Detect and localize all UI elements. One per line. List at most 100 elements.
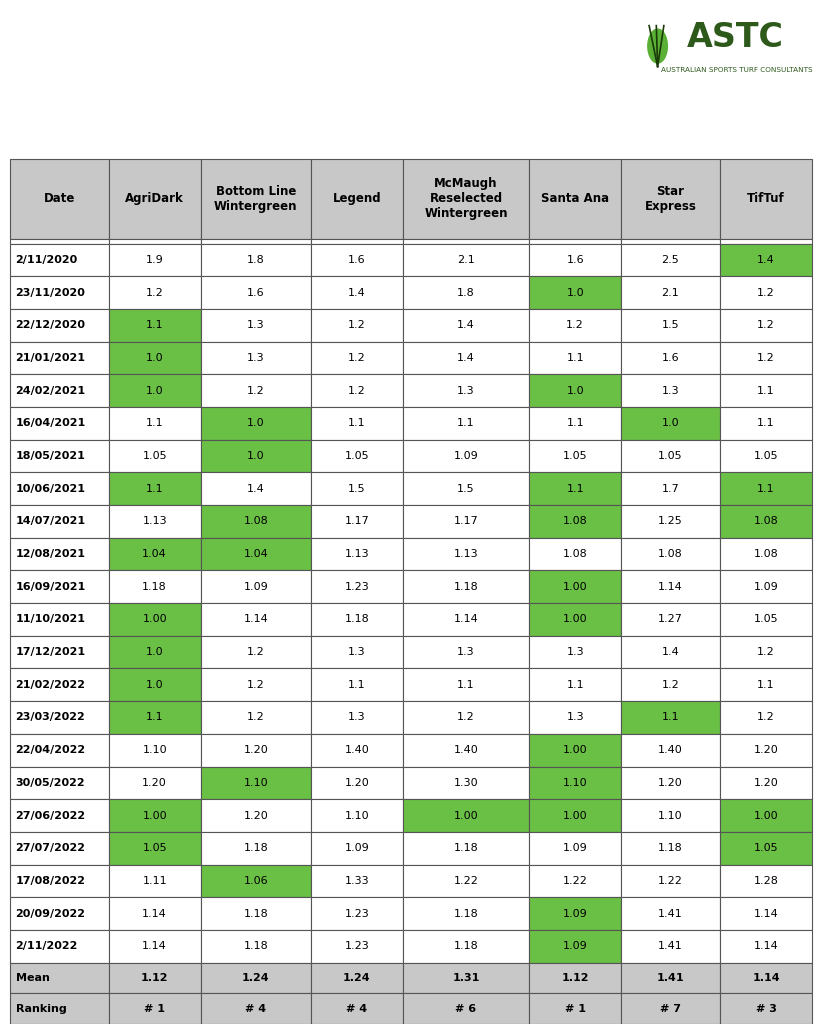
Bar bbox=[621, 538, 720, 570]
Bar bbox=[311, 993, 403, 1024]
Bar bbox=[720, 309, 812, 342]
Bar bbox=[720, 439, 812, 472]
Bar bbox=[621, 701, 720, 734]
Bar bbox=[403, 570, 529, 603]
Text: 1.20: 1.20 bbox=[243, 811, 268, 820]
Bar bbox=[201, 897, 311, 930]
Bar bbox=[403, 342, 529, 375]
Bar bbox=[311, 570, 403, 603]
Bar bbox=[621, 276, 720, 309]
Text: 1.18: 1.18 bbox=[344, 614, 369, 625]
Bar bbox=[109, 239, 201, 244]
Bar bbox=[403, 993, 529, 1024]
Bar bbox=[529, 701, 621, 734]
Bar bbox=[109, 636, 201, 669]
Text: 1.8: 1.8 bbox=[247, 255, 265, 265]
Bar bbox=[621, 799, 720, 831]
Text: 10/06/2021: 10/06/2021 bbox=[16, 483, 85, 494]
Text: 14/07/2021: 14/07/2021 bbox=[16, 516, 85, 526]
Bar bbox=[720, 276, 812, 309]
Text: 1.6: 1.6 bbox=[247, 288, 265, 298]
Text: 1.10: 1.10 bbox=[344, 811, 369, 820]
Text: 1.14: 1.14 bbox=[658, 582, 683, 592]
Text: 1.20: 1.20 bbox=[754, 778, 778, 787]
Bar bbox=[529, 963, 621, 993]
Bar bbox=[621, 767, 720, 799]
Text: 1.13: 1.13 bbox=[344, 549, 369, 559]
Text: 1.3: 1.3 bbox=[348, 647, 366, 657]
Text: 1.3: 1.3 bbox=[457, 647, 475, 657]
Text: Legend: Legend bbox=[333, 193, 381, 205]
Bar bbox=[201, 701, 311, 734]
Bar bbox=[403, 669, 529, 701]
Bar bbox=[10, 864, 109, 897]
Bar bbox=[621, 244, 720, 276]
Text: 1.20: 1.20 bbox=[243, 745, 268, 755]
Text: 1.0: 1.0 bbox=[145, 386, 164, 395]
Text: 1.2: 1.2 bbox=[348, 321, 366, 331]
Text: 1.04: 1.04 bbox=[142, 549, 167, 559]
Bar bbox=[10, 799, 109, 831]
Bar bbox=[529, 342, 621, 375]
Bar bbox=[403, 636, 529, 669]
Text: 1.2: 1.2 bbox=[247, 386, 265, 395]
Bar bbox=[10, 276, 109, 309]
Bar bbox=[201, 505, 311, 538]
Text: 1.22: 1.22 bbox=[454, 876, 478, 886]
Bar bbox=[10, 505, 109, 538]
Text: Bottom Line
Wintergreen: Bottom Line Wintergreen bbox=[214, 184, 298, 213]
Text: 1.24: 1.24 bbox=[242, 973, 270, 983]
Bar bbox=[403, 767, 529, 799]
Text: 1.05: 1.05 bbox=[563, 452, 588, 461]
Bar bbox=[10, 701, 109, 734]
Bar bbox=[201, 239, 311, 244]
Bar bbox=[109, 309, 201, 342]
Bar bbox=[720, 669, 812, 701]
Bar bbox=[201, 930, 311, 963]
Bar bbox=[10, 930, 109, 963]
Text: 20/09/2022: 20/09/2022 bbox=[16, 908, 85, 919]
Text: 1.14: 1.14 bbox=[752, 973, 780, 983]
Bar bbox=[403, 603, 529, 636]
Text: 1.28: 1.28 bbox=[754, 876, 778, 886]
Bar bbox=[109, 603, 201, 636]
Bar bbox=[311, 159, 403, 239]
Bar bbox=[109, 930, 201, 963]
Bar bbox=[529, 505, 621, 538]
Bar bbox=[720, 603, 812, 636]
Text: 1.08: 1.08 bbox=[754, 549, 778, 559]
Bar bbox=[720, 701, 812, 734]
Bar bbox=[720, 505, 812, 538]
Text: 1.12: 1.12 bbox=[561, 973, 589, 983]
Text: 21/01/2021: 21/01/2021 bbox=[16, 353, 85, 364]
Text: 16/04/2021: 16/04/2021 bbox=[16, 419, 85, 428]
Bar bbox=[529, 439, 621, 472]
Bar bbox=[10, 603, 109, 636]
Bar bbox=[311, 538, 403, 570]
Bar bbox=[311, 963, 403, 993]
Text: McMaugh
Reselected
Wintergreen: McMaugh Reselected Wintergreen bbox=[424, 177, 508, 220]
Bar bbox=[201, 993, 311, 1024]
Text: # 7: # 7 bbox=[660, 1004, 681, 1014]
Text: 1.09: 1.09 bbox=[563, 908, 588, 919]
Text: 23/11/2020: 23/11/2020 bbox=[16, 288, 85, 298]
Text: 2.1: 2.1 bbox=[662, 288, 679, 298]
Text: 1.2: 1.2 bbox=[757, 647, 775, 657]
Bar bbox=[403, 799, 529, 831]
Text: 1.20: 1.20 bbox=[142, 778, 167, 787]
Bar bbox=[201, 408, 311, 439]
Text: 1.05: 1.05 bbox=[658, 452, 683, 461]
Bar bbox=[403, 864, 529, 897]
Text: 1.2: 1.2 bbox=[757, 321, 775, 331]
Text: 1.2: 1.2 bbox=[457, 713, 475, 723]
Text: 22/04/2022: 22/04/2022 bbox=[16, 745, 85, 755]
Text: 1.40: 1.40 bbox=[454, 745, 478, 755]
Bar bbox=[311, 930, 403, 963]
Text: 1.10: 1.10 bbox=[658, 811, 683, 820]
Bar bbox=[311, 439, 403, 472]
Text: 1.41: 1.41 bbox=[658, 941, 683, 951]
Text: 1.09: 1.09 bbox=[344, 843, 369, 853]
Text: 1.18: 1.18 bbox=[142, 582, 167, 592]
Bar bbox=[311, 636, 403, 669]
Bar bbox=[109, 408, 201, 439]
